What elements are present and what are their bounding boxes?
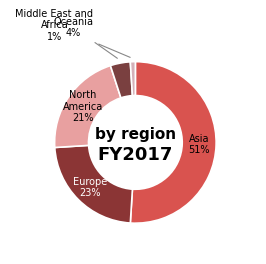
Text: Oceania
4%: Oceania 4% xyxy=(53,17,117,58)
Text: Asia
51%: Asia 51% xyxy=(188,134,210,155)
Wedge shape xyxy=(130,62,135,96)
Text: by region: by region xyxy=(95,127,176,142)
Wedge shape xyxy=(55,145,132,223)
Text: Middle East and
Africa
1%: Middle East and Africa 1% xyxy=(15,9,130,57)
Text: FY2017: FY2017 xyxy=(98,146,173,164)
Wedge shape xyxy=(110,62,132,98)
Wedge shape xyxy=(55,65,121,148)
Text: Europe
23%: Europe 23% xyxy=(73,177,107,198)
Text: North
America
21%: North America 21% xyxy=(63,90,103,123)
Wedge shape xyxy=(130,62,216,223)
